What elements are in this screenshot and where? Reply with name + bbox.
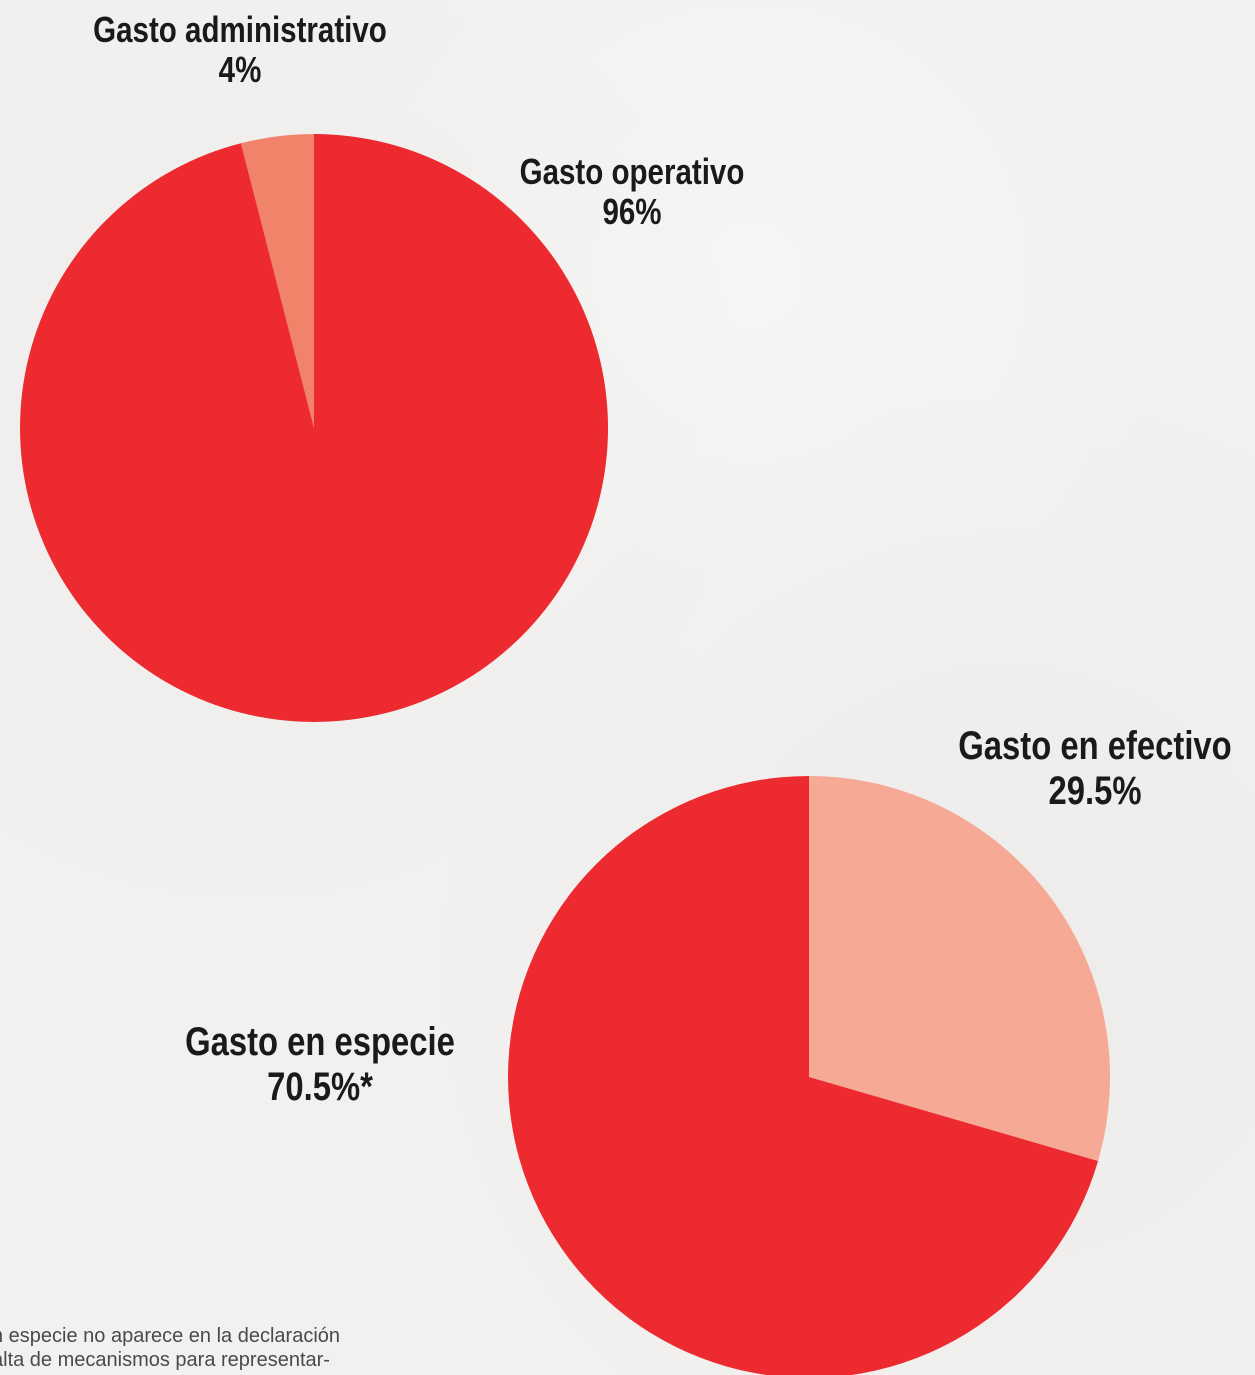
label-gasto-operativo: Gasto operativo 96%: [468, 151, 796, 233]
pie-slice-gasto-administrativo: [240, 134, 314, 428]
pie-chart-gasto-especie-efectivo: [508, 776, 1111, 1375]
pie-chart-gasto-operativo-administrativo: [20, 134, 609, 722]
slice-value: 4%: [218, 49, 262, 91]
slice-value: 70.5%*: [267, 1064, 373, 1109]
slice-name: Gasto administrativo: [93, 9, 387, 50]
pie-slice-gasto-operativo: [20, 134, 609, 722]
slice-name: Gasto en especie: [185, 1020, 455, 1064]
label-gasto-en-especie: Gasto en especie 70.5%*: [156, 1020, 484, 1110]
slice-value: 29.5%: [1048, 768, 1142, 813]
slice-name: Gasto en efectivo: [958, 724, 1232, 768]
pie-slice-gasto-en-efectivo: [809, 776, 1111, 1161]
footnote-line: n especie no aparece en la declaración: [0, 1325, 341, 1347]
slice-name: Gasto operativo: [519, 151, 745, 192]
slice-value: 96%: [602, 191, 662, 233]
footnote: n especie no aparece en la declaración a…: [0, 1324, 432, 1372]
label-gasto-administrativo: Gasto administrativo 4%: [76, 9, 404, 91]
pie-slice-gasto-en-especie: [508, 776, 1099, 1375]
label-gasto-en-efectivo: Gasto en efectivo 29.5%: [923, 724, 1255, 814]
footnote-line: alta de mecanismos para representar-: [0, 1349, 330, 1371]
